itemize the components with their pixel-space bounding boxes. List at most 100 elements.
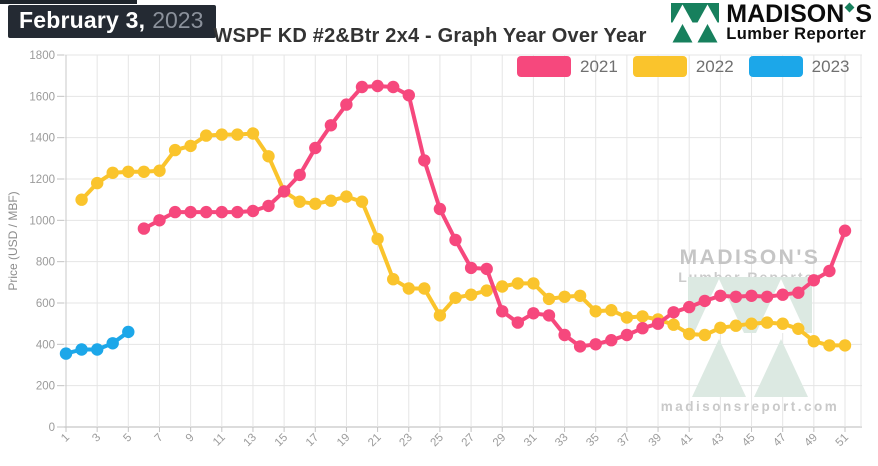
- data-point-2021-wk48: [792, 286, 805, 299]
- data-point-2021-wk41: [683, 300, 696, 314]
- svg-text:400: 400: [36, 339, 55, 351]
- watermark-brand: MADISON'S: [680, 246, 821, 269]
- date-badge: February 3, 2023: [8, 5, 217, 38]
- svg-text:1400: 1400: [29, 133, 55, 145]
- data-point-2021-wk35: [589, 338, 602, 351]
- data-point-2022-wk16: [293, 195, 306, 208]
- svg-text:29: 29: [491, 432, 509, 450]
- svg-text:7: 7: [153, 432, 166, 445]
- data-point-2022-wk18: [324, 194, 338, 207]
- svg-text:31: 31: [522, 432, 540, 450]
- data-point-2021-wk50: [823, 264, 836, 278]
- svg-text:5: 5: [121, 432, 134, 445]
- chart-legend: 2021 2022 2023: [517, 56, 849, 77]
- grid: [57, 54, 862, 432]
- data-point-2022-wk14: [262, 150, 275, 163]
- series-2022: [75, 127, 852, 352]
- data-point-2022-wk33: [558, 290, 571, 303]
- data-point-2023-wk4: [106, 337, 119, 350]
- svg-text:15: 15: [273, 432, 291, 450]
- data-point-2021-wk30: [511, 316, 524, 329]
- data-point-2022-wk25: [433, 309, 447, 322]
- data-point-2021-wk9: [184, 205, 197, 219]
- svg-text:43: 43: [709, 432, 727, 450]
- data-point-2022-wk24: [418, 282, 431, 295]
- data-point-2022-wk49: [807, 335, 820, 348]
- legend-item-2023[interactable]: 2023: [748, 56, 850, 77]
- data-point-2021-wk37: [620, 328, 634, 342]
- data-point-2023-wk2: [75, 343, 88, 356]
- data-point-2022-wk47: [776, 317, 789, 330]
- svg-text:47: 47: [771, 432, 789, 450]
- data-point-2021-wk31: [527, 307, 540, 320]
- svg-text:1200: 1200: [29, 174, 55, 186]
- data-point-2022-wk48: [792, 322, 805, 335]
- data-point-2021-wk29: [496, 305, 509, 318]
- svg-text:37: 37: [615, 432, 633, 450]
- data-point-2021-wk34: [573, 340, 587, 353]
- brand-logo: MADISON S Lumber Reporter: [670, 0, 872, 43]
- legend-item-2022[interactable]: 2022: [632, 56, 734, 77]
- data-point-2022-wk27: [464, 288, 478, 301]
- data-point-2021-wk25: [433, 202, 447, 216]
- legend-item-2021[interactable]: 2021: [517, 56, 618, 77]
- data-point-2021-wk43: [714, 289, 727, 302]
- data-point-2021-wk38: [636, 322, 649, 335]
- data-point-2022-wk46: [760, 316, 774, 329]
- data-point-2022-wk9: [184, 139, 197, 153]
- data-point-2022-wk31: [527, 277, 540, 290]
- data-point-2022-wk36: [605, 304, 618, 317]
- svg-text:9: 9: [184, 432, 197, 445]
- data-point-2021-wk47: [776, 288, 789, 301]
- chart-title: WSPF KD #2&Btr 2x4 - Graph Year Over Yea…: [213, 25, 647, 47]
- brand-text: MADISON S Lumber Reporter: [726, 0, 872, 43]
- svg-text:19: 19: [335, 432, 353, 450]
- price-axis-labels: 0 200 400 600 800 1000 1200 1400 1600 1800: [29, 50, 55, 434]
- data-point-2022-wk45: [745, 317, 758, 330]
- svg-text:3: 3: [90, 432, 103, 445]
- report-date: February 3,: [19, 7, 146, 33]
- data-point-2021-wk6: [137, 222, 151, 235]
- brand-name-pre: MADISON: [726, 0, 845, 28]
- legend-label-2022: 2022: [695, 56, 734, 76]
- svg-text:33: 33: [553, 432, 571, 450]
- svg-text:1: 1: [59, 432, 72, 445]
- data-point-2021-wk33: [558, 328, 571, 342]
- data-point-2022-wk30: [511, 277, 524, 290]
- data-point-2021-wk16: [293, 168, 306, 182]
- data-point-2022-wk13: [246, 127, 260, 140]
- data-point-2021-wk27: [464, 261, 478, 275]
- data-point-2022-wk11: [215, 128, 228, 141]
- legend-swatch-2023: [748, 56, 803, 77]
- data-point-2021-wk45: [745, 289, 758, 302]
- svg-text:1000: 1000: [29, 215, 55, 227]
- data-point-2022-wk8: [168, 143, 182, 157]
- svg-text:800: 800: [36, 257, 55, 269]
- data-point-2021-wk36: [605, 334, 618, 347]
- data-point-2021-wk18: [324, 119, 338, 132]
- data-point-2022-wk22: [387, 273, 400, 286]
- data-point-2021-wk15: [277, 185, 291, 198]
- data-point-2022-wk5: [122, 165, 135, 178]
- data-point-2022-wk3: [91, 176, 104, 190]
- svg-text:1800: 1800: [29, 50, 55, 62]
- legend-label-2023: 2023: [811, 56, 850, 76]
- svg-text:39: 39: [647, 432, 665, 450]
- data-point-2022-wk38: [636, 310, 649, 323]
- watermark-url: madisonsreport.com: [661, 399, 840, 414]
- svg-text:1600: 1600: [29, 91, 55, 103]
- svg-text:27: 27: [460, 432, 478, 450]
- data-point-2021-wk8: [168, 205, 182, 219]
- data-point-2022-wk43: [714, 321, 727, 334]
- data-point-2021-wk46: [760, 290, 774, 303]
- data-point-2021-wk24: [418, 154, 431, 167]
- legend-label-2021: 2021: [580, 56, 618, 76]
- svg-text:41: 41: [678, 432, 696, 450]
- data-point-2022-wk35: [589, 305, 602, 318]
- data-point-2021-wk10: [200, 205, 213, 219]
- svg-text:35: 35: [584, 432, 602, 450]
- page-edge-strip: [0, 0, 137, 4]
- svg-text:11: 11: [211, 432, 228, 449]
- svg-text:0: 0: [49, 422, 55, 434]
